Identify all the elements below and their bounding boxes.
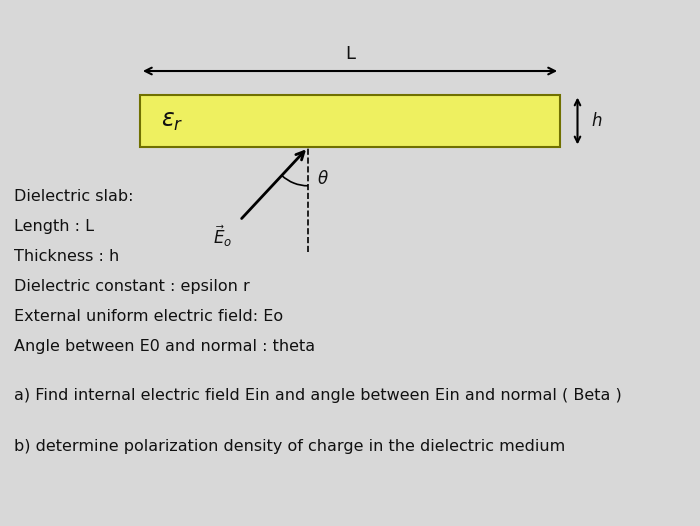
- Text: L: L: [345, 45, 355, 63]
- Text: $\varepsilon_r$: $\varepsilon_r$: [161, 109, 183, 133]
- Bar: [140, 95, 560, 147]
- Text: Angle between E0 and normal : theta: Angle between E0 and normal : theta: [14, 339, 315, 355]
- Text: Dielectric slab:: Dielectric slab:: [14, 189, 134, 205]
- Text: $\vec{E}_o$: $\vec{E}_o$: [214, 223, 232, 249]
- Text: a) Find internal electric field Ein and angle between Ein and normal ( Beta ): a) Find internal electric field Ein and …: [14, 388, 622, 403]
- Text: b) determine polarization density of charge in the dielectric medium: b) determine polarization density of cha…: [14, 439, 566, 454]
- Text: $\theta$: $\theta$: [317, 170, 329, 188]
- Text: External uniform electric field: Eo: External uniform electric field: Eo: [14, 309, 283, 325]
- Text: Thickness : h: Thickness : h: [14, 249, 119, 265]
- Text: h: h: [592, 112, 602, 130]
- Text: Length : L: Length : L: [14, 219, 94, 235]
- Text: Dielectric constant : epsilon r: Dielectric constant : epsilon r: [14, 279, 250, 295]
